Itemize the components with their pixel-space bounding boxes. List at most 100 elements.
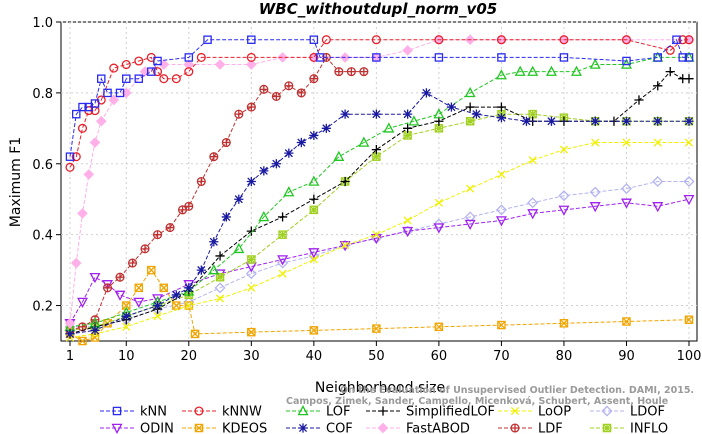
- point-ldof: [245, 268, 257, 280]
- point-ldf: [77, 322, 88, 332]
- series-ldf: [65, 52, 369, 335]
- y-tick-label: 0.6: [32, 158, 53, 173]
- legend-label-fastabod: FastABOD: [406, 422, 470, 434]
- point-knn: [372, 53, 381, 62]
- point-odin: [402, 226, 414, 238]
- point-ldof: [683, 175, 695, 188]
- point-cof: [121, 311, 131, 321]
- point-knnw: [678, 35, 688, 45]
- point-fastabod: [70, 257, 82, 269]
- point-ldof: [183, 296, 195, 308]
- point-knnw: [121, 59, 131, 70]
- point-cof: [209, 237, 219, 247]
- point-loop: [184, 301, 193, 310]
- point-kdeos: [684, 315, 694, 324]
- point-loop: [466, 184, 475, 193]
- point-odin: [77, 297, 88, 308]
- x-tick-label: 50: [368, 349, 385, 364]
- legend-item-knn: kNN: [100, 405, 167, 420]
- point-odin: [464, 219, 476, 231]
- point-kdeos: [190, 329, 200, 339]
- legend-label-loop: LoOP: [538, 405, 571, 420]
- point-inflo: [278, 230, 287, 239]
- point-cof: [521, 116, 532, 126]
- point-simplifiedlof: [634, 95, 644, 105]
- point-loop: [372, 230, 381, 239]
- point-loop: [434, 198, 443, 207]
- point-cof: [546, 116, 557, 126]
- point-odin: [89, 272, 101, 284]
- point-simplifiedlof: [277, 212, 288, 222]
- point-ldof: [495, 204, 507, 216]
- series-cof: [65, 88, 694, 339]
- point-loop: [403, 216, 412, 225]
- point-knn: [147, 67, 156, 76]
- point-odin: [495, 216, 507, 227]
- point-simplifiedlof: [309, 194, 319, 204]
- point-loop: [684, 138, 694, 147]
- point-knnw: [665, 45, 675, 55]
- point-loop: [247, 283, 256, 292]
- point-knn: [653, 53, 662, 62]
- chart-title: WBC_withoutdupl_norm_v05: [259, 0, 497, 18]
- point-kdeos: [497, 320, 506, 330]
- legend-marker-kdeos: [194, 423, 204, 433]
- point-kdeos: [78, 336, 87, 346]
- watermark-line-1: On the Evaluation of Unsupervised Outlie…: [340, 385, 694, 396]
- point-cof: [221, 212, 231, 222]
- point-lof: [545, 65, 557, 76]
- series-line-lof: [69, 56, 689, 328]
- point-cof: [296, 137, 306, 148]
- legend-label-cof: COF: [326, 422, 353, 434]
- point-knnw: [321, 35, 331, 45]
- point-knnw: [109, 63, 119, 73]
- legend-marker-simplifiedlof: [378, 406, 388, 416]
- legend-item-simplifiedlof: SimplifiedLOF: [366, 405, 495, 420]
- point-simplifiedlof: [371, 145, 381, 155]
- point-fastabod: [77, 208, 88, 219]
- point-lof: [208, 264, 220, 275]
- point-lof: [464, 86, 476, 98]
- point-fastabod: [108, 94, 120, 106]
- point-lof: [495, 69, 507, 80]
- point-odin: [620, 198, 632, 209]
- point-cof: [196, 265, 206, 275]
- series-line-simplifiedlof: [69, 70, 689, 335]
- point-loop: [216, 294, 225, 303]
- legend-item-kdeos: KDEOS: [182, 422, 267, 434]
- point-cof: [309, 130, 319, 141]
- series-knn: [65, 35, 694, 161]
- point-ldf: [196, 176, 206, 187]
- point-cof: [653, 116, 663, 126]
- legend-item-lof: LOF: [286, 405, 351, 420]
- point-odin: [277, 255, 289, 266]
- point-loop: [278, 269, 287, 278]
- point-knn: [72, 109, 81, 119]
- point-knn: [153, 56, 162, 66]
- point-ldf: [284, 81, 294, 91]
- point-kdeos: [372, 324, 381, 333]
- point-cof: [403, 109, 413, 119]
- point-odin: [133, 297, 145, 308]
- point-odin: [433, 223, 445, 234]
- point-loop: [309, 255, 318, 264]
- point-knn: [678, 53, 687, 62]
- point-kdeos: [247, 327, 256, 337]
- point-kdeos: [309, 326, 319, 335]
- point-fastabod: [83, 169, 95, 180]
- point-loop: [122, 322, 131, 331]
- x-tick-label: 10: [118, 349, 135, 364]
- point-cof: [184, 283, 194, 293]
- point-kdeos: [134, 283, 144, 293]
- x-tick-label: 20: [181, 349, 198, 364]
- point-knn: [134, 74, 144, 83]
- point-ldof: [214, 282, 226, 294]
- point-cof: [234, 194, 244, 204]
- legend-item-fastabod: FastABOD: [366, 422, 470, 434]
- point-kdeos: [159, 283, 169, 293]
- point-cof: [340, 109, 350, 119]
- point-fastabod: [89, 137, 101, 148]
- point-ldf: [184, 201, 194, 211]
- point-lof: [589, 58, 601, 69]
- legend-marker-cof: [298, 423, 308, 433]
